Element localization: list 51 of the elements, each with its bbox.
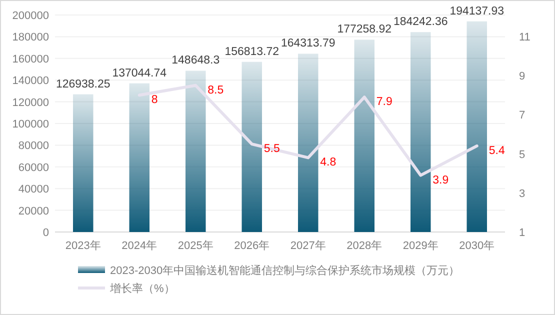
x-tick-label: 2023年 bbox=[65, 240, 101, 252]
data-label: 194137.93 bbox=[450, 5, 504, 18]
data-label: 126938.25 bbox=[56, 78, 110, 90]
data-label: 7.9 bbox=[376, 96, 392, 108]
data-label: 164313.79 bbox=[280, 38, 336, 50]
y-tick-label: 120000 bbox=[12, 96, 49, 109]
y-tick-label: 200000 bbox=[12, 10, 49, 22]
legend-label: 2023-2030年中国输送机智能通信控制与综合保护系统市场规模（万元） bbox=[110, 264, 460, 277]
data-label: 137044.74 bbox=[112, 67, 168, 80]
y-tick-label: 180000 bbox=[12, 32, 49, 44]
bar bbox=[354, 40, 374, 232]
bar bbox=[466, 21, 487, 232]
bar bbox=[410, 32, 431, 232]
data-label: 4.8 bbox=[320, 156, 336, 169]
data-label: 5.4 bbox=[488, 144, 506, 157]
data-label: 8 bbox=[151, 94, 158, 106]
y2-tick-label: 3 bbox=[519, 188, 526, 200]
y2-tick-label: 1 bbox=[519, 227, 526, 239]
data-label: 156813.72 bbox=[224, 46, 280, 58]
y2-tick-label: 11 bbox=[519, 32, 530, 44]
y2-tick-label: 7 bbox=[519, 110, 526, 122]
y-tick-label: 100000 bbox=[12, 118, 49, 130]
x-tick-label: 2025年 bbox=[178, 240, 214, 252]
data-label: 148648.3 bbox=[172, 54, 220, 67]
bar bbox=[242, 62, 262, 232]
bar bbox=[298, 54, 318, 232]
y-tick-label: 140000 bbox=[12, 75, 49, 88]
y-tick-label: 60000 bbox=[18, 162, 49, 174]
data-label: 184242.36 bbox=[393, 16, 448, 28]
x-tick-label: 2026年 bbox=[234, 240, 270, 252]
bar bbox=[186, 70, 206, 232]
legend-label: 增长率（%） bbox=[109, 282, 175, 295]
y-tick-label: 160000 bbox=[12, 53, 49, 66]
x-tick-label: 2030年 bbox=[459, 240, 495, 252]
x-tick-label: 2028年 bbox=[346, 240, 382, 252]
data-label: 8.5 bbox=[208, 84, 224, 96]
line-series bbox=[138, 84, 478, 177]
y-tick-label: 0 bbox=[42, 227, 49, 239]
bar bbox=[73, 94, 94, 232]
y2-tick-label: 9 bbox=[519, 70, 526, 83]
y-tick-label: 40000 bbox=[18, 184, 49, 196]
y2-tick-label: 5 bbox=[519, 148, 526, 161]
bar bbox=[129, 83, 150, 232]
data-label: 177258.92 bbox=[337, 24, 392, 36]
data-label: 5.5 bbox=[264, 143, 280, 156]
x-tick-label: 2024年 bbox=[122, 240, 158, 252]
y-tick-label: 80000 bbox=[18, 140, 49, 152]
data-label: 3.9 bbox=[432, 174, 449, 186]
x-tick-label: 2029年 bbox=[402, 240, 438, 252]
x-tick-label: 2027年 bbox=[290, 240, 326, 252]
y-tick-label: 20000 bbox=[18, 205, 49, 218]
